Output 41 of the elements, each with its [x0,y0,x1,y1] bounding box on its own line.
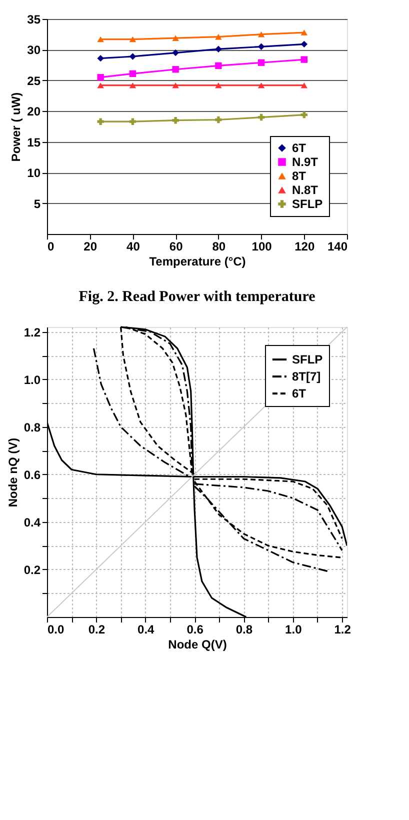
legend-label: 6T [292,386,307,400]
y-tick-label: 25 [27,74,41,88]
legend-label: SFLP [292,197,323,211]
x-tick-label: 20 [84,240,98,254]
y-tick-label: 15 [27,135,41,150]
y-tick-label: 1.0 [24,372,41,387]
legend-label: 6T [292,141,307,155]
y-tick-label: 0.6 [24,468,41,482]
y-axis-title: Power ( uW) [9,92,24,162]
x-tick-label: 80 [212,240,226,254]
y-tick-label: 0.8 [24,420,41,434]
x-tick-label: 140 [327,240,348,254]
y-tick-label: 0.2 [24,562,41,577]
x-tick-label: 100 [252,240,272,254]
x-tick-label: 0.0 [48,622,65,636]
x-tick-label: 60 [169,240,184,254]
x-tick-label: 0.6 [186,622,204,636]
y-tick-label: 30 [27,43,41,58]
legend-label: N.9T [292,155,319,169]
x-tick-label: 1.0 [285,622,302,636]
x-tick-label: 40 [126,240,140,254]
legend-label: N.8T [292,183,319,197]
caption: Fig. 2. Read Power with temperature [78,289,316,305]
y-tick-label: 1.2 [24,325,41,340]
y-tick-label: 35 [27,12,41,26]
legend-label: 8T [292,169,307,183]
x-tick-label: 0.2 [88,622,106,636]
x-tick-label: 0 [48,240,54,254]
y-tick-label: 5 [34,196,41,211]
legend-label: 8T[7] [292,370,321,384]
x-tick-label: 0.4 [138,622,155,636]
y-axis-title: Node nQ (V) [6,438,20,508]
y-tick-label: 0.4 [24,515,41,530]
x-tick-label: 120 [294,240,315,254]
x-tick-label: 0.8 [236,622,253,636]
x-axis-title: Node Q(V) [168,638,227,652]
legend-label: SFLP [292,352,323,366]
y-tick-label: 10 [27,166,41,180]
x-tick-label: 1.2 [334,622,352,636]
y-tick-label: 20 [27,104,41,119]
x-axis-title: Temperature (°C) [149,254,246,268]
